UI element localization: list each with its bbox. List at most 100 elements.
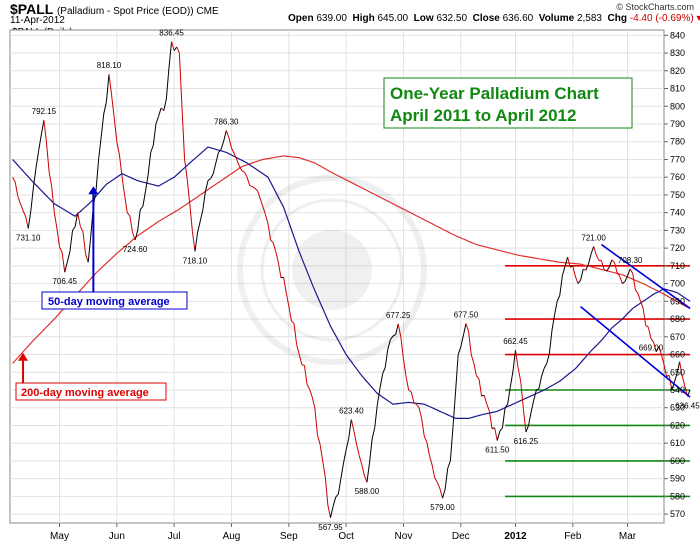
price-segment — [392, 334, 396, 337]
price-segment — [374, 404, 378, 428]
ma200-line — [12, 155, 691, 364]
price-segment — [564, 256, 569, 267]
price-segment — [12, 176, 16, 183]
price-segment — [53, 212, 58, 229]
moving-averages — [12, 146, 691, 419]
price-segment — [22, 210, 27, 217]
price-segment — [168, 41, 173, 69]
price-segment — [478, 378, 483, 397]
price-segment — [283, 277, 287, 293]
price-segment — [30, 186, 34, 211]
y-tick-label: 770 — [670, 154, 685, 164]
price-segment — [220, 141, 225, 150]
y-tick-label: 690 — [670, 296, 685, 306]
price-segment — [353, 431, 358, 445]
price-segment — [285, 292, 290, 307]
x-tick-label: Oct — [338, 531, 354, 542]
price-segment — [275, 251, 279, 263]
high-label: High — [352, 13, 375, 24]
price-segment — [442, 489, 446, 499]
price-segment — [410, 391, 415, 403]
price-label: 616.25 — [514, 437, 539, 446]
price-segment — [681, 376, 686, 387]
price-segment — [337, 478, 342, 495]
price-segment — [634, 289, 639, 294]
price-segment — [306, 384, 311, 390]
price-segment — [233, 153, 238, 160]
price-segment — [481, 394, 485, 397]
y-tick-label: 710 — [670, 261, 685, 271]
price-segment — [434, 477, 438, 483]
y-tick-label: 830 — [670, 48, 685, 58]
price-segment — [249, 185, 253, 188]
price-label: 567.95 — [318, 523, 343, 532]
price-segment — [507, 387, 511, 405]
price-segment — [449, 427, 454, 461]
price-segment — [14, 181, 19, 197]
ma50-arrow-head — [88, 186, 99, 195]
price-segment — [160, 107, 165, 112]
price-segment — [118, 154, 123, 177]
y-tick-label: 740 — [670, 208, 685, 218]
price-segment — [103, 101, 107, 114]
price-segment — [679, 361, 683, 377]
price-segment — [379, 373, 384, 389]
price-segment — [668, 375, 673, 391]
price-segment — [369, 438, 373, 463]
y-tick-label: 760 — [670, 172, 685, 182]
price-segment — [361, 464, 365, 476]
price-segment — [528, 411, 532, 426]
y-tick-label: 780 — [670, 137, 685, 147]
price-segment — [98, 136, 102, 160]
price-segment — [462, 323, 467, 336]
price-label: 724.60 — [123, 245, 148, 254]
x-tick-label: Nov — [395, 531, 413, 542]
price-segment — [400, 337, 404, 359]
price-segment — [262, 205, 266, 215]
price-segment — [595, 254, 600, 261]
price-segment — [486, 404, 490, 412]
price-segment — [600, 260, 605, 270]
price-segment — [124, 195, 128, 213]
price-segment — [663, 364, 668, 377]
price-segment — [291, 320, 295, 324]
ma200-arrow-head — [18, 352, 29, 361]
price-segment — [673, 373, 678, 383]
ma200-label-box — [15, 382, 167, 401]
price-segment — [611, 259, 615, 263]
price-segment — [105, 74, 110, 102]
price-segment — [171, 41, 175, 51]
trend-line — [600, 243, 691, 310]
y-tick-label: 820 — [670, 66, 685, 76]
price-line — [12, 41, 691, 518]
price-segment — [629, 268, 634, 274]
ma50-label-box — [41, 291, 188, 310]
price-segment — [426, 442, 430, 456]
ma200-label: 200-day moving average — [21, 387, 149, 399]
price-label: 662.45 — [503, 337, 528, 346]
price-label: 623.40 — [339, 406, 364, 415]
price-segment — [509, 371, 514, 388]
price-segment — [384, 349, 389, 368]
price-segment — [559, 275, 563, 296]
price-segment — [621, 281, 626, 284]
price-segment — [580, 269, 584, 281]
price-segment — [356, 443, 360, 456]
price-segment — [210, 173, 214, 179]
price-segment — [642, 308, 647, 326]
price-segment — [476, 375, 480, 380]
price-segment — [155, 116, 159, 125]
price-segment — [238, 165, 243, 171]
price-segment — [288, 305, 292, 321]
x-tick-label: Feb — [564, 531, 582, 542]
y-tick-label: 640 — [670, 385, 685, 395]
price-segment — [574, 276, 579, 284]
price-segment — [137, 209, 141, 231]
price-segment — [142, 191, 146, 207]
price-segment — [59, 246, 63, 253]
y-tick-label: 840 — [670, 30, 685, 40]
price-segment — [173, 46, 178, 51]
price-segment — [252, 186, 256, 189]
